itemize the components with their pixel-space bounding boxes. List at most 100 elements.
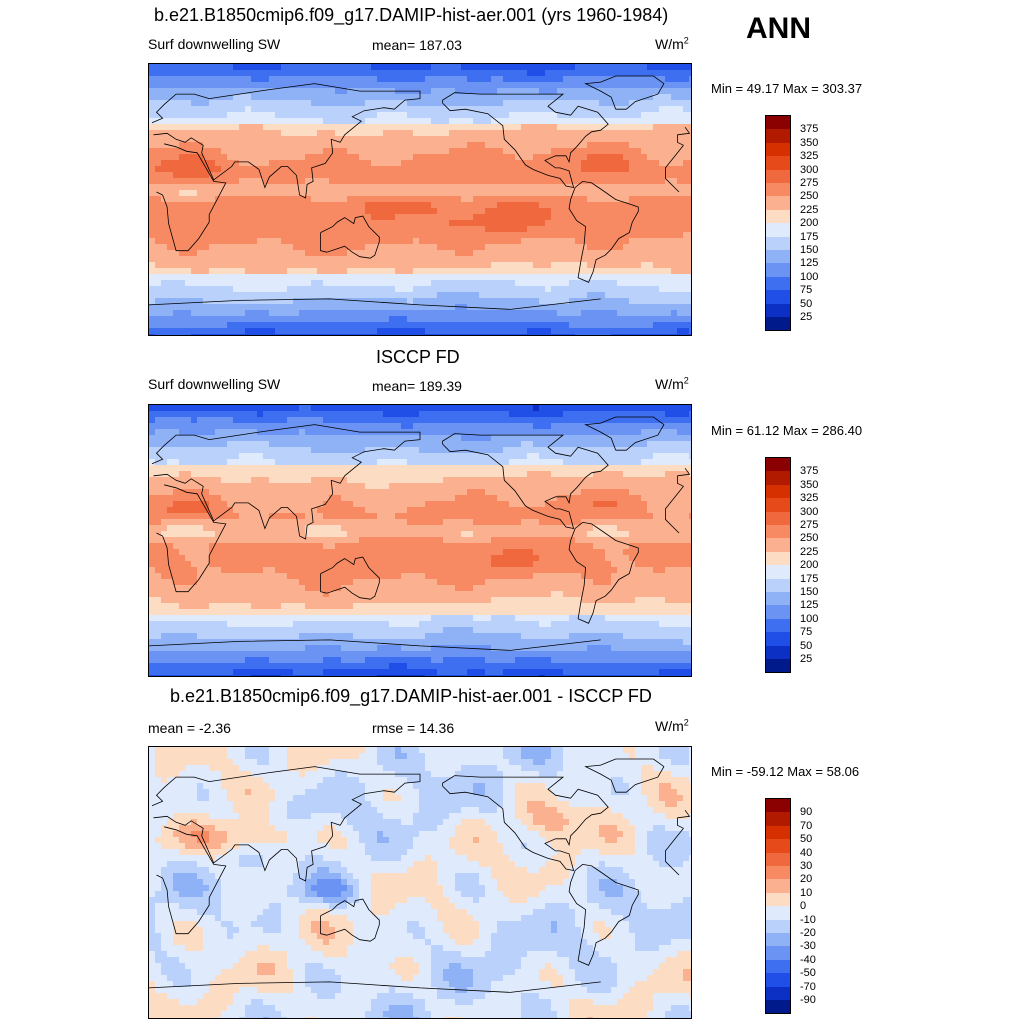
map-cell [677,262,684,269]
map-cell [287,405,294,412]
map-cell [323,405,330,412]
map-cell [293,94,300,101]
map-cell [275,178,282,185]
map-cell [413,417,420,424]
map-cell [521,112,528,119]
map-cell [365,190,372,197]
map-cell [569,76,576,83]
map-cell [461,441,468,448]
map-cell [623,417,630,424]
map-cell [263,118,270,125]
map-cell [449,154,456,161]
map-cell [689,76,691,83]
map-cell [635,112,642,119]
map-cell [197,417,204,424]
map-cell [305,238,312,245]
map-cell [365,112,372,119]
map-cell [653,429,660,436]
map-cell [611,238,618,245]
map-cell [149,429,156,436]
map-cell [431,328,438,335]
map-cell [371,328,378,335]
map-cell [251,82,258,89]
map-cell [203,70,210,77]
map-cell [323,262,330,269]
map-cell [251,118,258,125]
map-cell [587,100,594,107]
map-cell [371,232,378,239]
map-cell [665,292,672,299]
map-cell [347,208,354,215]
map-cell [659,214,666,221]
map-cell [551,124,558,131]
map-cell [533,160,540,167]
map-cell [563,124,570,131]
map-cell [431,70,438,77]
map-cell [347,238,354,245]
map-cell [659,310,666,317]
map-cell [611,196,618,203]
map-cell [551,334,558,335]
map-cell [359,184,366,191]
map-cell [371,64,378,71]
map-cell [275,226,282,233]
map-cell [581,82,588,89]
map-cell [509,70,516,77]
map-cell [653,423,660,430]
map-cell [509,256,516,263]
map-cell [149,405,156,412]
map-cell [485,64,492,71]
map-cell [209,190,216,197]
map-cell [269,304,276,311]
map-cell [611,417,618,424]
map-cell [575,118,582,125]
map-cell [401,316,408,323]
colorbar-swatch [766,236,790,250]
map-cell [257,423,264,430]
map-cell [503,429,510,436]
map-cell [563,405,570,412]
map-cell [683,124,690,131]
map-cell [473,435,480,442]
map-cell [473,328,480,335]
map-cell [581,280,588,287]
map-cell [653,190,660,197]
map-cell [299,411,306,418]
colorbar-tick-label: 300 [800,163,819,176]
map-cell [659,441,666,448]
map-cell [509,286,516,293]
map-cell [443,244,450,251]
map-cell [257,411,264,418]
map-cell [503,447,510,454]
map-cell [671,411,678,418]
map-cell [185,130,192,137]
map-cell [653,88,660,95]
map-cell [311,316,318,323]
map-cell [689,268,691,275]
map-cell [569,250,576,257]
map-cell [317,82,324,89]
map-cell [569,100,576,107]
map-cell [185,292,192,299]
map-cell [335,214,342,221]
map-cell [509,208,516,215]
map-cell [209,280,216,287]
map-cell [239,124,246,131]
map-cell [233,417,240,424]
map-cell [665,298,672,305]
map-cell [257,214,264,221]
map-cell [545,94,552,101]
map-cell [245,286,252,293]
map-cell [209,148,216,155]
map-cell [587,70,594,77]
map-cell [329,160,336,167]
map-cell [191,184,198,191]
map-cell [335,250,342,257]
map-cell [197,405,204,412]
map-cell [227,154,234,161]
map-cell [635,130,642,137]
map-cell [455,250,462,257]
map-cell [683,70,690,77]
map-cell [545,292,552,299]
map-cell [461,148,468,155]
